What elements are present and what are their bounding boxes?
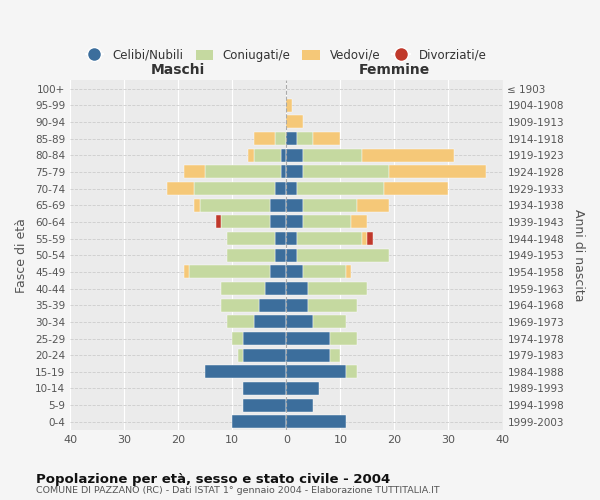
Bar	[286, 348, 329, 362]
Bar	[297, 232, 362, 245]
Bar	[302, 266, 346, 278]
Bar	[216, 216, 221, 228]
Bar	[232, 416, 286, 428]
Text: COMUNE DI PAZZANO (RC) - Dati ISTAT 1° gennaio 2004 - Elaborazione TUTTITALIA.IT: COMUNE DI PAZZANO (RC) - Dati ISTAT 1° g…	[36, 486, 440, 495]
Bar	[329, 332, 356, 345]
Bar	[297, 182, 383, 195]
Bar	[227, 232, 275, 245]
Bar	[286, 282, 308, 295]
Bar	[254, 132, 275, 145]
Bar	[286, 198, 302, 211]
Bar	[286, 332, 329, 345]
Bar	[194, 198, 200, 211]
Bar	[227, 248, 275, 262]
Bar	[243, 332, 286, 345]
Bar	[383, 182, 448, 195]
Bar	[248, 149, 254, 162]
Bar	[270, 198, 286, 211]
Bar	[270, 266, 286, 278]
Bar	[297, 248, 389, 262]
Bar	[367, 232, 373, 245]
Bar	[302, 149, 362, 162]
Bar	[275, 248, 286, 262]
Bar	[286, 298, 308, 312]
Bar	[302, 216, 351, 228]
Text: Femmine: Femmine	[359, 63, 430, 77]
Bar	[205, 166, 281, 178]
Bar	[275, 232, 286, 245]
Bar	[281, 149, 286, 162]
Bar	[302, 198, 356, 211]
Bar	[286, 248, 297, 262]
Bar	[286, 116, 302, 128]
Bar	[275, 182, 286, 195]
Bar	[221, 216, 270, 228]
Bar	[286, 216, 302, 228]
Bar	[221, 298, 259, 312]
Bar	[346, 366, 356, 378]
Bar	[254, 316, 286, 328]
Bar	[362, 232, 367, 245]
Bar	[167, 182, 194, 195]
Bar	[259, 298, 286, 312]
Bar	[221, 282, 265, 295]
Bar	[346, 266, 351, 278]
Bar	[286, 182, 297, 195]
Bar	[308, 298, 356, 312]
Bar	[243, 382, 286, 395]
Bar	[313, 316, 346, 328]
Bar	[286, 149, 302, 162]
Bar	[227, 316, 254, 328]
Bar	[362, 149, 454, 162]
Bar	[184, 166, 205, 178]
Bar	[302, 166, 389, 178]
Bar	[356, 198, 389, 211]
Bar	[232, 332, 243, 345]
Bar	[243, 398, 286, 411]
Bar	[286, 232, 297, 245]
Bar	[286, 132, 297, 145]
Bar	[351, 216, 367, 228]
Bar	[286, 266, 302, 278]
Bar	[329, 348, 340, 362]
Bar	[389, 166, 487, 178]
Bar	[184, 266, 189, 278]
Bar	[286, 382, 319, 395]
Y-axis label: Fasce di età: Fasce di età	[15, 218, 28, 292]
Bar	[254, 149, 281, 162]
Text: Maschi: Maschi	[151, 63, 205, 77]
Bar	[189, 266, 270, 278]
Bar	[286, 99, 292, 112]
Bar	[270, 216, 286, 228]
Bar	[286, 398, 313, 411]
Bar	[308, 282, 367, 295]
Bar	[205, 366, 286, 378]
Bar	[265, 282, 286, 295]
Bar	[297, 132, 313, 145]
Bar	[281, 166, 286, 178]
Bar	[313, 132, 340, 145]
Bar	[275, 132, 286, 145]
Bar	[286, 316, 313, 328]
Legend: Celibi/Nubili, Coniugati/e, Vedovi/e, Divorziati/e: Celibi/Nubili, Coniugati/e, Vedovi/e, Di…	[81, 44, 492, 66]
Bar	[200, 198, 270, 211]
Bar	[286, 416, 346, 428]
Bar	[194, 182, 275, 195]
Bar	[238, 348, 243, 362]
Y-axis label: Anni di nascita: Anni di nascita	[572, 209, 585, 302]
Bar	[243, 348, 286, 362]
Bar	[286, 166, 302, 178]
Bar	[286, 366, 346, 378]
Text: Popolazione per età, sesso e stato civile - 2004: Popolazione per età, sesso e stato civil…	[36, 472, 390, 486]
